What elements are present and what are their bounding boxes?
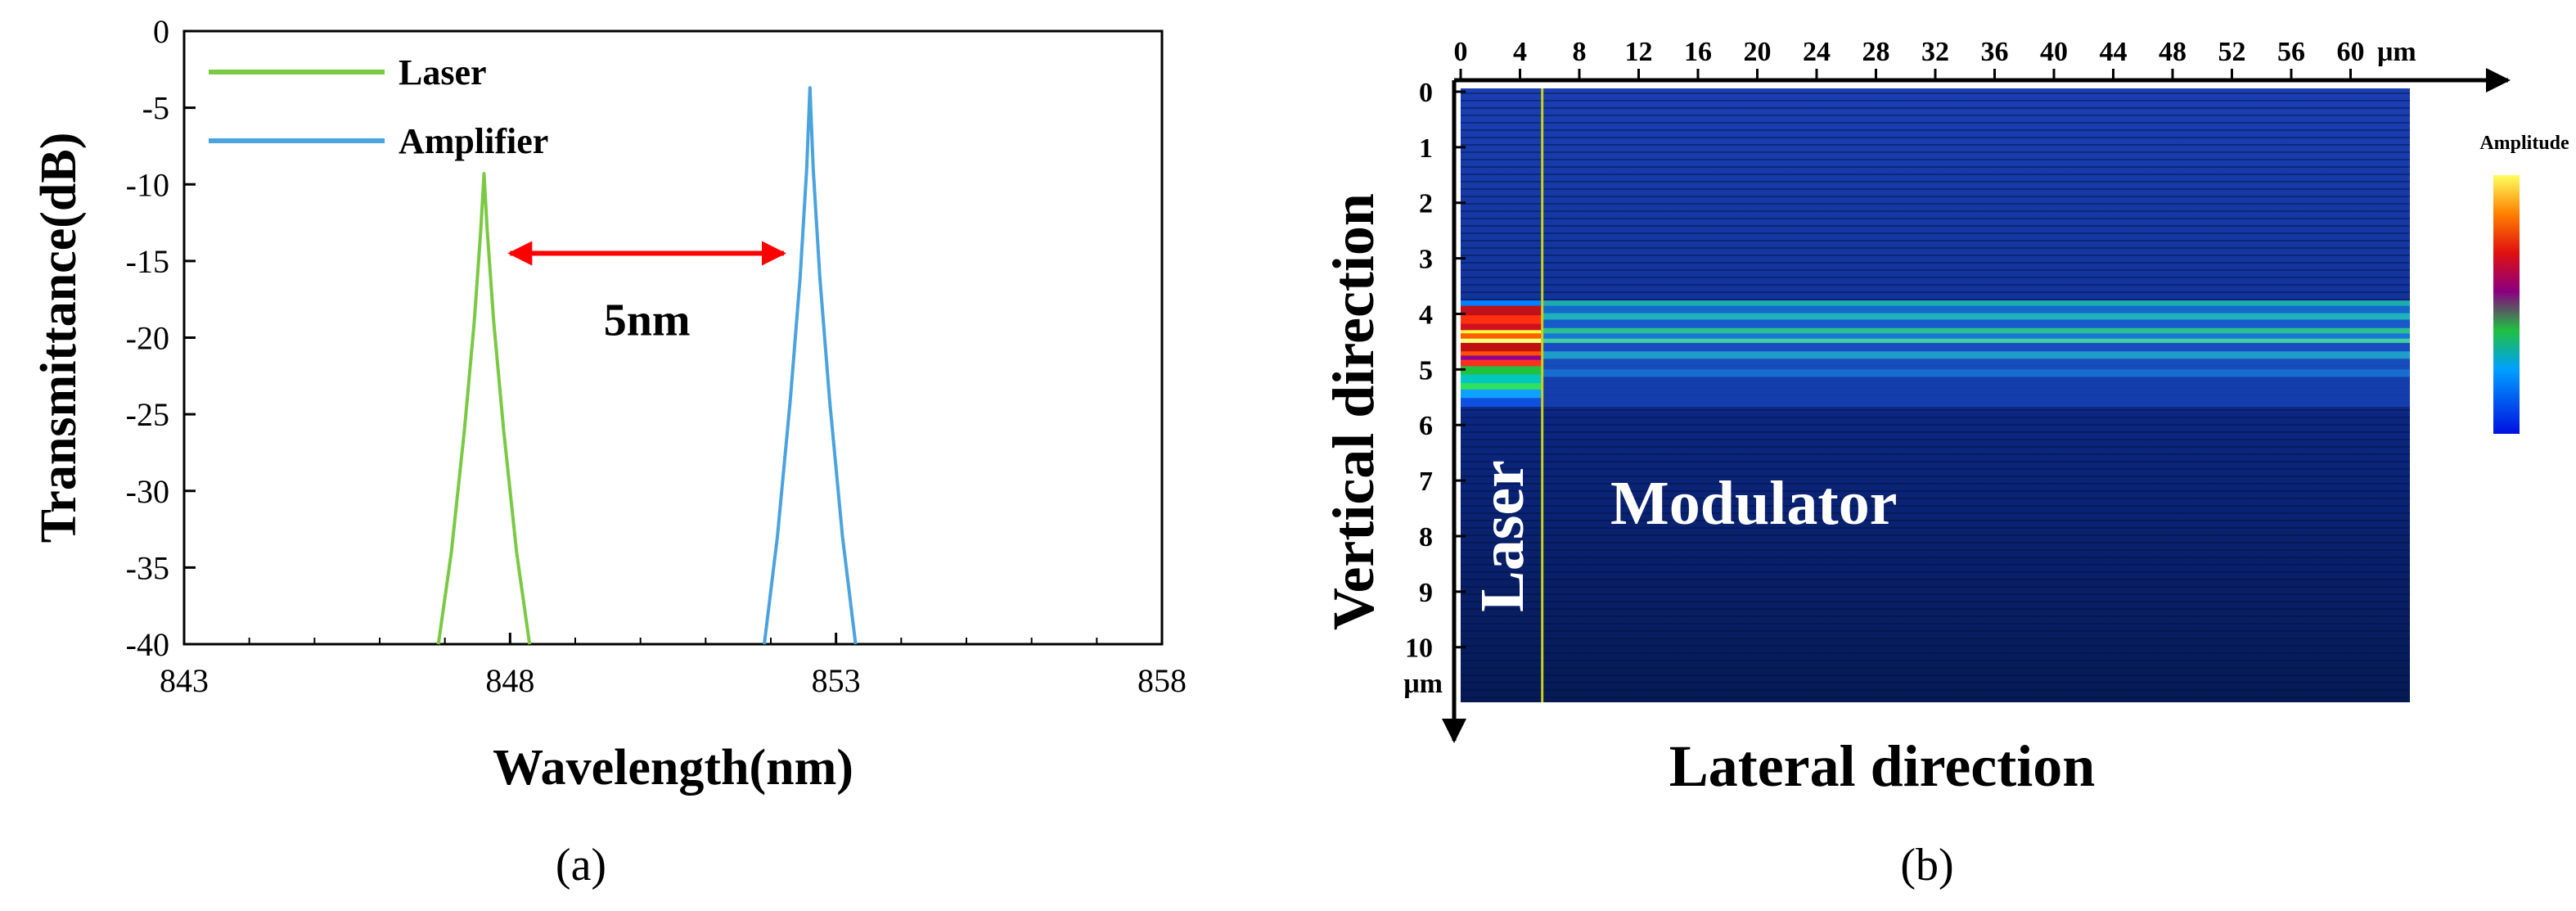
modulator-field-band <box>1542 327 2410 334</box>
heatmap-y-unit: μm <box>1403 669 1443 699</box>
heatmap-field <box>1461 88 2410 702</box>
heatmap-y-tick-label: 3 <box>1419 245 1433 275</box>
modulator-field-band <box>1542 300 2410 307</box>
series-line-laser <box>436 172 532 645</box>
x-tick-label: 848 <box>485 662 534 699</box>
panel-a-line-chart: 0 -5 -10 -15 -20 -25 -30 -35 -40 843 848 853 858 La… <box>31 13 1187 796</box>
panel-b-caption: (b) <box>1900 840 1953 891</box>
modulator-field-band <box>1542 333 2410 340</box>
laser-field-band <box>1461 351 1542 356</box>
legend-label-amplifier: Amplifier <box>399 121 548 161</box>
plot-a-x-ticks: 843 848 853 858 <box>160 633 1187 699</box>
modulator-field-band <box>1542 342 2410 352</box>
annotation-label: 5nm <box>604 295 691 346</box>
modulator-field-band <box>1542 338 2410 344</box>
modulator-field-band <box>1542 359 2410 370</box>
heatmap-y-tick-label: 0 <box>1419 78 1433 108</box>
heatmap-y-ticks: 0 1 2 3 4 5 6 7 8 9 10 <box>1405 78 1466 664</box>
heatmap-x-tick-label: 20 <box>1744 37 1772 67</box>
y-tick-label: -40 <box>126 626 169 663</box>
heatmap-y-tick-label: 9 <box>1419 578 1433 608</box>
modulator-field-band <box>1542 351 2410 359</box>
heatmap-x-ticks: 0 4 8 12 16 20 24 28 32 36 40 44 48 52 56 60 <box>1454 37 2365 80</box>
plot-a-y-ticks: 0 -5 -10 -15 -20 -25 -30 -35 -40 <box>126 13 196 663</box>
region-label-laser: Laser <box>1468 460 1537 612</box>
heatmap-x-tick-label: 8 <box>1573 37 1587 67</box>
laser-field-band <box>1461 359 1542 367</box>
laser-field-band <box>1461 374 1542 384</box>
heatmap-x-tick-label: 16 <box>1684 37 1712 67</box>
modulator-field-band <box>1542 305 2410 314</box>
heatmap-x-tick-label: 36 <box>1981 37 2009 67</box>
y-tick-label: -5 <box>142 90 169 127</box>
y-tick-label: -30 <box>126 473 169 510</box>
plot-a-legend: Laser Amplifier <box>209 52 548 161</box>
heatmap-x-axis-label: Lateral direction <box>1669 733 2096 799</box>
plot-a-annotation: 5nm <box>507 241 786 346</box>
x-tick-label: 858 <box>1137 662 1187 699</box>
modulator-field-band <box>1542 313 2410 320</box>
heatmap-y-tick-label: 8 <box>1419 522 1433 552</box>
heatmap-y-axis-label: Vertical direction <box>1321 193 1386 630</box>
heatmap-x-tick-label: 32 <box>1921 37 1949 67</box>
heatmap-x-tick-label: 4 <box>1513 37 1527 67</box>
heatmap-y-tick-label: 10 <box>1405 634 1433 664</box>
legend-label-laser: Laser <box>399 52 487 92</box>
laser-field-band <box>1461 389 1542 399</box>
laser-field-band <box>1461 315 1542 325</box>
heatmap-y-tick-label: 1 <box>1419 133 1433 164</box>
y-tick-label: -20 <box>126 320 169 357</box>
laser-field-band <box>1461 338 1542 344</box>
heatmap-x-tick-label: 60 <box>2337 37 2365 67</box>
laser-field-band <box>1461 383 1542 390</box>
plot-a-series <box>436 86 858 645</box>
laser-field-band <box>1461 305 1542 316</box>
heatmap-x-tick-label: 28 <box>1862 37 1890 67</box>
heatmap-y-tick-label: 2 <box>1419 189 1433 219</box>
laser-field-band <box>1461 398 1542 408</box>
laser-field-band <box>1461 342 1542 352</box>
heatmap-x-tick-label: 44 <box>2100 37 2128 67</box>
modulator-field-band <box>1542 369 2410 377</box>
plot-a-x-axis-label: Wavelength(nm) <box>493 740 853 796</box>
y-tick-label: -10 <box>126 166 169 203</box>
heatmap-y-tick-label: 5 <box>1419 355 1433 386</box>
heatmap-y-tick-label: 4 <box>1419 300 1433 330</box>
laser-field-band <box>1461 333 1542 340</box>
plot-a-y-axis-label: Transmittance(dB) <box>31 133 87 543</box>
panel-b-heatmap: 0 4 8 12 16 20 24 28 32 36 40 44 48 52 56 60 0123456789… <box>1321 37 2569 799</box>
heatmap-x-tick-label: 48 <box>2159 37 2186 67</box>
panel-a-caption: (a) <box>556 840 606 891</box>
heatmap-x-tick-label: 52 <box>2218 37 2246 67</box>
laser-field-band <box>1461 300 1542 307</box>
y-tick-label: 0 <box>153 13 169 50</box>
laser-field-band <box>1461 330 1542 334</box>
heatmap-x-tick-label: 40 <box>2040 37 2068 67</box>
heatmap-x-tick-label: 56 <box>2277 37 2305 67</box>
modulator-field-band <box>1542 319 2410 329</box>
y-tick-label: -25 <box>126 396 169 433</box>
heatmap-y-tick-label: 6 <box>1419 411 1433 441</box>
x-tick-label: 853 <box>812 662 861 699</box>
heatmap-y-tick-label: 7 <box>1419 467 1433 497</box>
colorbar <box>2493 175 2520 434</box>
x-tick-label: 843 <box>160 662 209 699</box>
series-line-amplifier <box>763 86 858 645</box>
region-label-modulator: Modulator <box>1610 469 1897 538</box>
y-tick-label: -15 <box>126 243 169 280</box>
laser-field-band <box>1461 355 1542 361</box>
heatmap-axes <box>1442 68 2511 743</box>
heatmap-x-tick-label: 12 <box>1625 37 1653 67</box>
y-tick-label: -35 <box>126 549 169 586</box>
heatmap-x-unit: μm <box>2377 37 2416 67</box>
modulator-field-band <box>1542 377 2410 408</box>
heatmap-x-tick-label: 24 <box>1803 37 1831 67</box>
laser-field-band <box>1461 366 1542 376</box>
laser-field-band <box>1461 323 1542 331</box>
heatmap-x-tick-label: 0 <box>1454 37 1468 67</box>
colorbar-label: Amplitude <box>2479 133 2569 154</box>
